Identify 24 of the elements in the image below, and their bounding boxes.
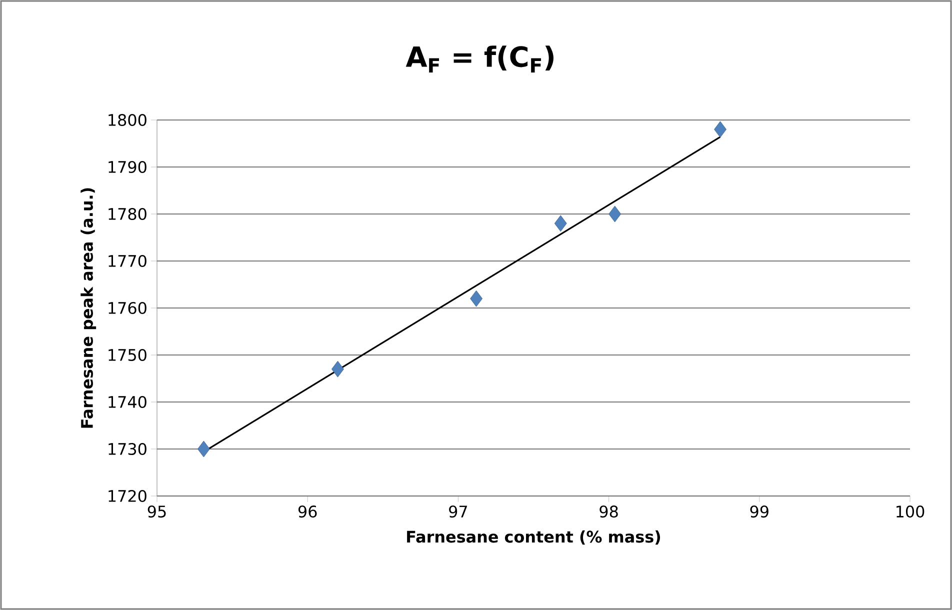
x-tick-label: 99 [750,506,768,518]
y-tick-label: 1760 [108,302,146,314]
chart-title: A$_{F}$ = f(C$_{F}$) [406,46,554,72]
y-tick-label: 1790 [108,160,146,174]
y-tick-label: 1800 [108,114,146,126]
x-tick-label: 95 [148,506,166,518]
y-tick-label: 1780 [108,208,146,220]
y-tick-label: 1750 [108,348,146,362]
x-axis-title: Farnesane content (% mass) [407,530,660,545]
y-tick-label: 1770 [108,254,146,268]
y-tick-label: 1720 [108,490,146,502]
y-tick-label: 1730 [108,442,146,456]
y-tick-label: 1740 [108,396,146,408]
x-tick-label: 98 [600,506,618,518]
point [470,290,482,307]
x-tick-label: 96 [298,506,317,518]
point [608,206,622,222]
point [714,121,726,138]
point [332,360,344,378]
y-axis-title: Farnesane peak area (a.u.) [80,188,96,428]
x-tick-label: 100 [896,506,924,518]
point [197,440,210,458]
x-tick-label: 97 [449,506,467,518]
point [554,215,567,232]
